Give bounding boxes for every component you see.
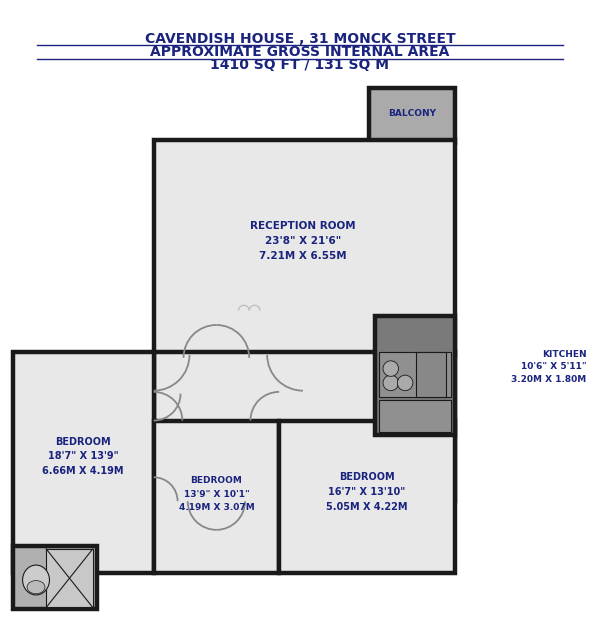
Text: BEDROOM
16'7" X 13'10"
5.05M X 4.22M: BEDROOM 16'7" X 13'10" 5.05M X 4.22M [326, 473, 407, 512]
Bar [13, 546, 97, 609]
Bar [379, 400, 451, 433]
Bar [416, 352, 446, 397]
Text: BEDROOM
18'7" X 13'9"
6.66M X 4.19M: BEDROOM 18'7" X 13'9" 6.66M X 4.19M [43, 437, 124, 476]
Bar [46, 549, 93, 607]
Bar [379, 352, 451, 397]
Bar [279, 421, 455, 573]
Bar [154, 140, 455, 355]
Bar [368, 88, 455, 143]
Ellipse shape [23, 565, 49, 595]
Text: RECEPTION ROOM
23'8" X 21'6"
7.21M X 6.55M: RECEPTION ROOM 23'8" X 21'6" 7.21M X 6.5… [250, 221, 356, 261]
Bar [374, 316, 455, 435]
Circle shape [397, 375, 413, 391]
Text: CAVENDISH HOUSE , 31 MONCK STREET: CAVENDISH HOUSE , 31 MONCK STREET [145, 32, 455, 46]
Bar [13, 352, 154, 573]
Text: 1410 SQ FT / 131 SQ M: 1410 SQ FT / 131 SQ M [211, 58, 389, 72]
Text: APPROXIMATE GROSS INTERNAL AREA: APPROXIMATE GROSS INTERNAL AREA [151, 45, 449, 59]
Circle shape [383, 361, 398, 376]
Text: BALCONY: BALCONY [388, 109, 436, 118]
Bar [154, 421, 279, 573]
Circle shape [383, 375, 398, 391]
Text: KITCHEN
10'6" X 5'11"
3.20M X 1.80M: KITCHEN 10'6" X 5'11" 3.20M X 1.80M [511, 350, 587, 384]
Bar [154, 352, 455, 501]
Ellipse shape [27, 581, 45, 594]
Text: BEDROOM
13'9" X 10'1"
4.19M X 3.07M: BEDROOM 13'9" X 10'1" 4.19M X 3.07M [179, 477, 254, 512]
Text: PRIME    LONDON: PRIME LONDON [89, 356, 415, 389]
Bar [238, 310, 260, 337]
